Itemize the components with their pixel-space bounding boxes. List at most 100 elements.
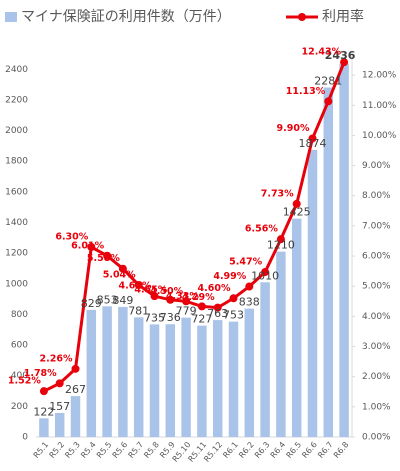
rate-value-label: 6.30% xyxy=(55,232,88,243)
rate-marker xyxy=(39,387,48,396)
bar xyxy=(86,309,97,437)
rate-marker xyxy=(166,295,175,304)
rate-value-label: 4.67% xyxy=(119,281,152,292)
rate-marker xyxy=(71,364,80,373)
y-tick-label: 1400 xyxy=(5,218,28,228)
rate-marker xyxy=(229,294,238,303)
x-tick-label: R6.3 xyxy=(253,440,272,460)
y-tick-label: 600 xyxy=(11,341,28,351)
rate-marker xyxy=(213,303,222,312)
rate-value-label: 11.13% xyxy=(286,86,326,97)
bar-value-label: 727 xyxy=(191,313,212,326)
y-tick-label: 1600 xyxy=(5,187,28,197)
rate-value-label: 2.26% xyxy=(40,353,73,364)
x-tick-label: R6.8 xyxy=(332,440,351,460)
rate-value-label: 4.55% xyxy=(134,284,167,295)
bar-value-label: 753 xyxy=(223,309,244,322)
y2-tick-label: 12.00% xyxy=(362,71,397,81)
y2-tick-label: 7.00% xyxy=(362,221,391,231)
y-tick-label: 1200 xyxy=(5,249,28,259)
bar xyxy=(39,418,49,437)
bar-value-label: 1210 xyxy=(267,239,295,252)
bar xyxy=(323,87,334,438)
bar-value-label: 849 xyxy=(112,294,133,307)
legend-swatch xyxy=(5,12,17,22)
x-tick-label: R6.7 xyxy=(316,440,335,460)
bar xyxy=(212,320,223,437)
bar xyxy=(197,325,207,437)
rate-marker xyxy=(103,251,112,260)
y2-tick-label: 10.00% xyxy=(362,131,397,141)
rate-value-label: 1.78% xyxy=(24,368,57,379)
x-tick-label: R5.4 xyxy=(79,440,98,460)
rate-marker xyxy=(324,97,333,106)
rate-value-label: 1.52% xyxy=(8,376,41,387)
y2-tick-label: 1.00% xyxy=(362,402,391,412)
bar xyxy=(181,317,191,437)
x-tick-label: R5.8 xyxy=(142,440,161,460)
rate-marker xyxy=(134,281,143,290)
rate-marker xyxy=(292,199,301,208)
rate-value-label: 9.90% xyxy=(277,123,310,134)
bar xyxy=(339,63,349,437)
y-tick-label: 2400 xyxy=(5,65,28,75)
bar xyxy=(149,324,160,437)
rate-marker xyxy=(182,297,191,306)
x-tick-label: R5.1 xyxy=(32,440,51,460)
bar xyxy=(102,306,112,437)
bar-value-label: 735 xyxy=(144,311,165,324)
y2-tick-label: 9.00% xyxy=(362,161,391,171)
y-tick-label: 200 xyxy=(11,402,28,412)
x-tick-label: R6.5 xyxy=(285,440,304,460)
rate-value-label: 5.47% xyxy=(229,257,262,268)
bar-value-label: 763 xyxy=(207,307,228,320)
rate-marker xyxy=(150,292,159,301)
bar xyxy=(165,324,176,437)
bar-value-label: 838 xyxy=(239,296,260,309)
rate-value-label: 12.43% xyxy=(302,47,342,58)
y2-tick-label: 5.00% xyxy=(362,282,391,292)
y2-tick-label: 3.00% xyxy=(362,342,391,352)
rate-marker xyxy=(87,243,96,252)
rate-marker xyxy=(118,264,127,273)
bar xyxy=(118,306,128,437)
x-tick-label: R6.1 xyxy=(221,440,240,460)
rate-marker xyxy=(261,268,270,277)
x-tick-label: R6.4 xyxy=(269,440,288,460)
bar-value-label: 1874 xyxy=(299,137,327,150)
rate-marker xyxy=(55,379,64,388)
x-tick-label: R5.3 xyxy=(63,440,82,460)
legend-label: マイナ保険証の利用件数（万件） xyxy=(21,9,231,25)
x-tick-label: R5.2 xyxy=(48,440,67,460)
rate-value-label: 7.73% xyxy=(261,188,294,199)
rate-value-label: 4.50% xyxy=(150,286,183,297)
bar-value-label: 736 xyxy=(160,311,181,324)
rate-value-label: 5.04% xyxy=(103,270,136,281)
x-tick-label: R5.6 xyxy=(111,440,130,460)
bar xyxy=(307,149,318,437)
rate-marker xyxy=(197,302,206,311)
rate-marker xyxy=(308,134,317,143)
legend-marker xyxy=(298,13,306,21)
y-tick-label: 800 xyxy=(11,310,28,320)
rate-value-label: 6.01% xyxy=(71,240,104,251)
rate-value-label: 4.29% xyxy=(182,292,215,303)
bar-value-label: 267 xyxy=(65,383,86,396)
bar-value-label: 781 xyxy=(128,304,149,317)
y-tick-label: 0 xyxy=(22,433,28,443)
rate-value-label: 4.60% xyxy=(198,283,231,294)
bar xyxy=(54,412,65,437)
bar xyxy=(244,308,255,437)
rate-marker xyxy=(276,235,285,244)
bar xyxy=(133,317,144,437)
rate-marker xyxy=(340,58,349,67)
y2-tick-label: 0.00% xyxy=(362,433,391,443)
y2-tick-label: 2.00% xyxy=(362,372,391,382)
rate-value-label: 5.58% xyxy=(87,253,120,264)
y-tick-label: 1800 xyxy=(5,157,28,167)
rate-value-label: 6.56% xyxy=(245,224,278,235)
x-tick-label: R6.6 xyxy=(300,440,319,460)
x-tick-label: R5.5 xyxy=(95,440,114,460)
y-tick-label: 1000 xyxy=(5,279,28,289)
bar xyxy=(228,321,239,437)
